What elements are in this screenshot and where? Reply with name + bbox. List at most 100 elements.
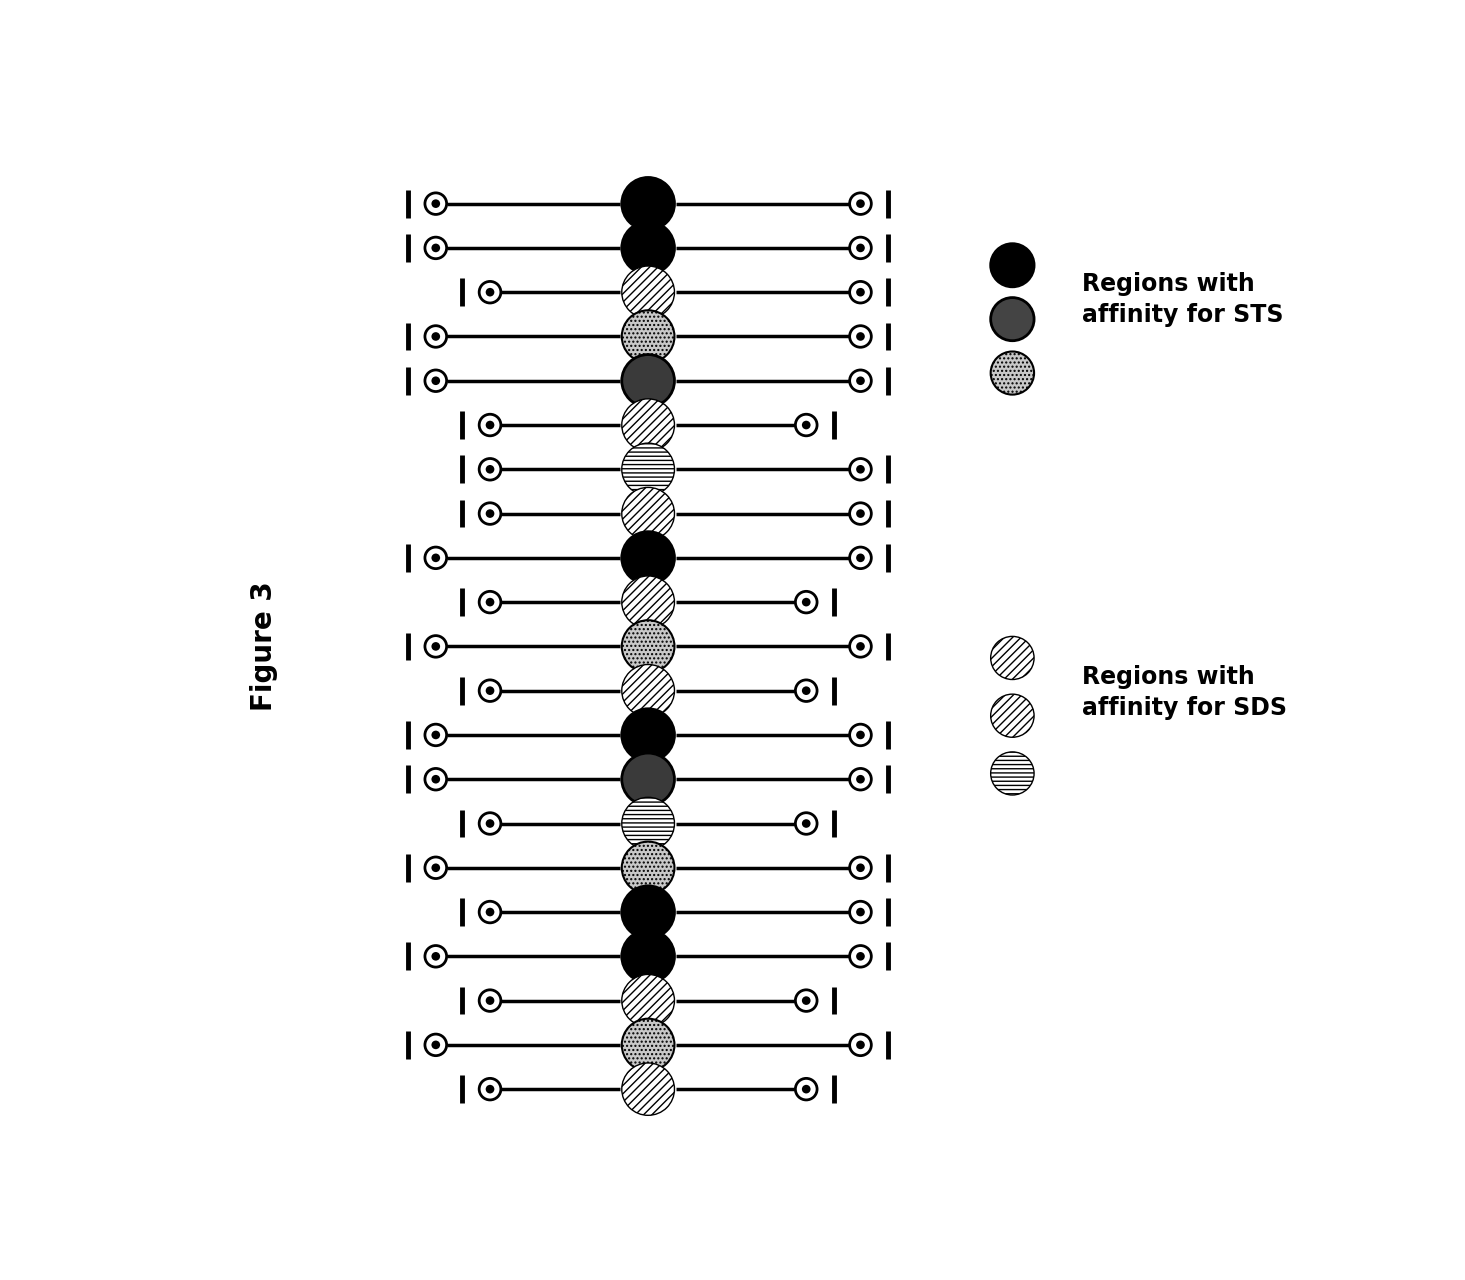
Circle shape <box>431 553 440 562</box>
Circle shape <box>479 989 501 1011</box>
Circle shape <box>425 636 447 657</box>
Circle shape <box>621 488 674 540</box>
Circle shape <box>801 598 810 607</box>
Circle shape <box>425 193 447 215</box>
Circle shape <box>479 680 501 701</box>
Circle shape <box>990 297 1034 340</box>
Circle shape <box>431 376 440 385</box>
Circle shape <box>486 465 494 474</box>
Circle shape <box>486 288 494 297</box>
Circle shape <box>479 901 501 923</box>
Circle shape <box>850 858 872 878</box>
Circle shape <box>856 200 864 207</box>
Circle shape <box>431 333 440 340</box>
Circle shape <box>990 352 1034 394</box>
Circle shape <box>486 819 494 828</box>
Circle shape <box>856 643 864 650</box>
Text: Regions with: Regions with <box>1083 273 1256 297</box>
Text: Figure 3: Figure 3 <box>251 581 278 712</box>
Circle shape <box>850 282 872 303</box>
Circle shape <box>621 797 674 850</box>
Circle shape <box>621 1062 674 1115</box>
Text: Regions with: Regions with <box>1083 666 1256 689</box>
Circle shape <box>431 952 440 960</box>
Circle shape <box>850 1034 872 1056</box>
Circle shape <box>621 355 674 407</box>
Circle shape <box>479 282 501 303</box>
Circle shape <box>431 643 440 650</box>
Circle shape <box>479 415 501 435</box>
Circle shape <box>486 686 494 695</box>
Circle shape <box>856 908 864 916</box>
Circle shape <box>795 591 817 613</box>
Circle shape <box>850 193 872 215</box>
Circle shape <box>425 858 447 878</box>
Circle shape <box>621 621 674 672</box>
Circle shape <box>621 931 674 983</box>
Circle shape <box>431 731 440 740</box>
Circle shape <box>856 288 864 297</box>
Text: affinity for SDS: affinity for SDS <box>1083 696 1288 719</box>
Circle shape <box>621 841 674 893</box>
Circle shape <box>990 751 1034 795</box>
Circle shape <box>856 774 864 783</box>
Circle shape <box>621 1019 674 1071</box>
Circle shape <box>850 724 872 746</box>
Circle shape <box>425 946 447 968</box>
Circle shape <box>850 458 872 480</box>
Circle shape <box>990 636 1034 680</box>
Circle shape <box>856 952 864 960</box>
Circle shape <box>621 399 674 452</box>
Circle shape <box>856 509 864 518</box>
Circle shape <box>850 768 872 790</box>
Circle shape <box>479 503 501 525</box>
Circle shape <box>856 376 864 385</box>
Circle shape <box>801 996 810 1005</box>
Circle shape <box>486 1085 494 1093</box>
Circle shape <box>856 1041 864 1050</box>
Circle shape <box>856 243 864 252</box>
Circle shape <box>990 243 1034 287</box>
Circle shape <box>801 686 810 695</box>
Circle shape <box>795 989 817 1011</box>
Circle shape <box>856 864 864 872</box>
Circle shape <box>795 415 817 435</box>
Circle shape <box>431 864 440 872</box>
Circle shape <box>850 370 872 392</box>
Circle shape <box>479 591 501 613</box>
Circle shape <box>479 458 501 480</box>
Circle shape <box>856 731 864 740</box>
Circle shape <box>795 680 817 701</box>
Circle shape <box>425 724 447 746</box>
Circle shape <box>850 237 872 259</box>
Circle shape <box>621 310 674 362</box>
Circle shape <box>425 768 447 790</box>
Circle shape <box>621 576 674 628</box>
Circle shape <box>486 421 494 429</box>
Circle shape <box>621 266 674 319</box>
Circle shape <box>850 503 872 525</box>
Circle shape <box>479 1078 501 1100</box>
Circle shape <box>425 325 447 347</box>
Circle shape <box>486 996 494 1005</box>
Circle shape <box>431 774 440 783</box>
Circle shape <box>850 636 872 657</box>
Circle shape <box>621 753 674 805</box>
Circle shape <box>621 531 674 584</box>
Circle shape <box>621 886 674 938</box>
Circle shape <box>801 819 810 828</box>
Circle shape <box>431 243 440 252</box>
Circle shape <box>850 325 872 347</box>
Circle shape <box>801 421 810 429</box>
Circle shape <box>856 553 864 562</box>
Circle shape <box>425 547 447 568</box>
Circle shape <box>621 178 674 230</box>
Circle shape <box>486 598 494 607</box>
Circle shape <box>621 221 674 274</box>
Circle shape <box>431 200 440 207</box>
Circle shape <box>856 333 864 340</box>
Circle shape <box>479 813 501 835</box>
Circle shape <box>621 974 674 1027</box>
Circle shape <box>425 370 447 392</box>
Circle shape <box>856 465 864 474</box>
